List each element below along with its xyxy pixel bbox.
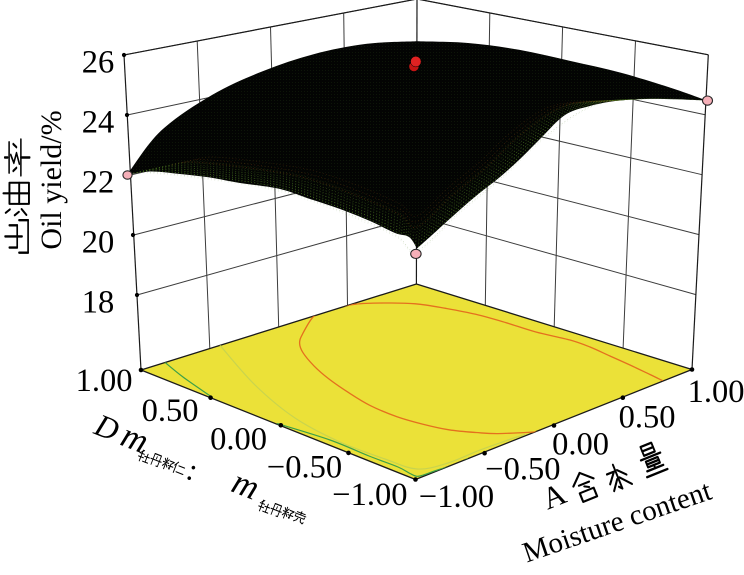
svg-text:26: 26 (82, 45, 115, 81)
svg-text:−1.00: −1.00 (419, 479, 494, 515)
svg-text:Oil yield/%: Oil yield/% (35, 110, 68, 249)
svg-text:1.00: 1.00 (688, 374, 744, 410)
svg-text:0.50: 0.50 (142, 393, 199, 429)
svg-text:24: 24 (82, 105, 115, 141)
svg-text:1.00: 1.00 (76, 363, 133, 399)
svg-text:20: 20 (82, 225, 115, 261)
svg-text:−1.00: −1.00 (332, 477, 407, 513)
svg-text:18: 18 (82, 285, 115, 321)
svg-text:−0.50: −0.50 (485, 452, 560, 488)
svg-text:0.50: 0.50 (619, 399, 676, 435)
svg-text:0.00: 0.00 (552, 427, 609, 463)
svg-text:0.00: 0.00 (210, 421, 267, 457)
svg-text:22: 22 (82, 165, 115, 201)
svg-text:−0.50: −0.50 (267, 450, 342, 486)
